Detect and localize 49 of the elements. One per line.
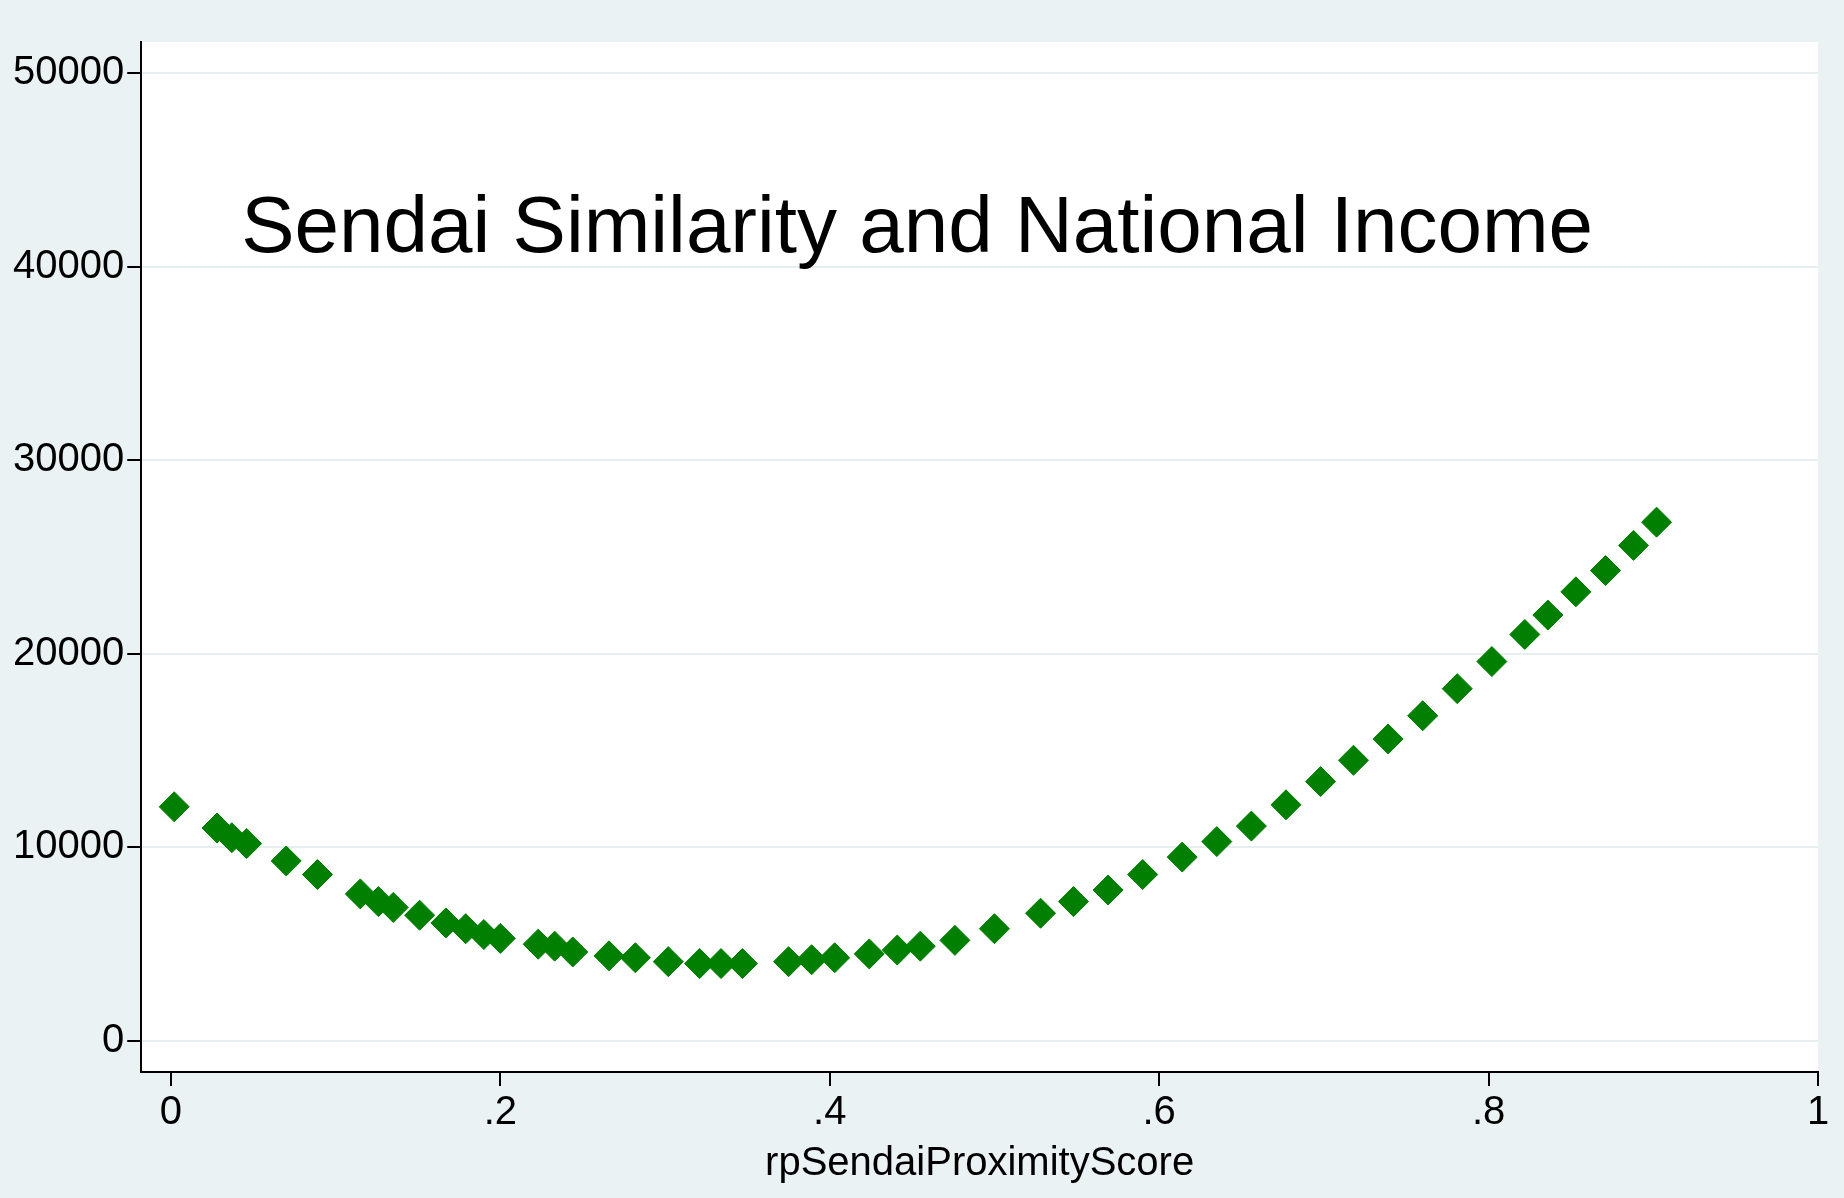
x-axis-title: rpSendaiProximityScore [765,1139,1195,1184]
point [1441,673,1473,705]
text: Sendai Similarity and National Income [241,180,1594,269]
y-tick-label: 10000 [13,822,125,867]
point [158,791,190,823]
x-tick-label: .2 [483,1088,517,1133]
point [1476,646,1508,678]
point [853,938,885,970]
y-tick-label: 50000 [13,48,125,93]
point [619,942,651,974]
point [557,936,589,968]
point [1235,810,1267,842]
point [1092,874,1124,906]
point [904,930,936,962]
point [344,878,376,910]
point [652,946,684,978]
point [978,913,1010,945]
point [939,924,971,956]
point [1025,897,1057,929]
point [819,942,851,974]
point [593,940,625,972]
y-tick-label: 20000 [13,628,125,673]
point [1058,886,1089,918]
point [1166,841,1198,873]
point [1270,789,1302,821]
point [1532,599,1564,631]
point [1305,766,1337,798]
point [1338,744,1370,776]
point [1560,576,1592,608]
point [270,845,302,877]
point [404,899,436,931]
y-tick-label: 40000 [13,241,125,286]
point [881,934,913,966]
x-tick-label: 1 [1806,1088,1830,1133]
x-tick-label: .4 [813,1088,847,1133]
y-tick-label: 0 [101,1016,125,1061]
point [1618,529,1650,561]
x-tick-label: .8 [1471,1088,1506,1133]
y-tick-label: 30000 [13,435,125,480]
point [1641,506,1673,538]
x-tick-label: 0 [159,1088,182,1133]
point [1590,555,1622,587]
point [1407,700,1439,732]
point [1372,723,1404,755]
point [301,859,333,891]
point [1201,826,1233,858]
point [1509,618,1541,650]
x-tick-label: .6 [1142,1088,1176,1133]
point [1127,859,1159,891]
